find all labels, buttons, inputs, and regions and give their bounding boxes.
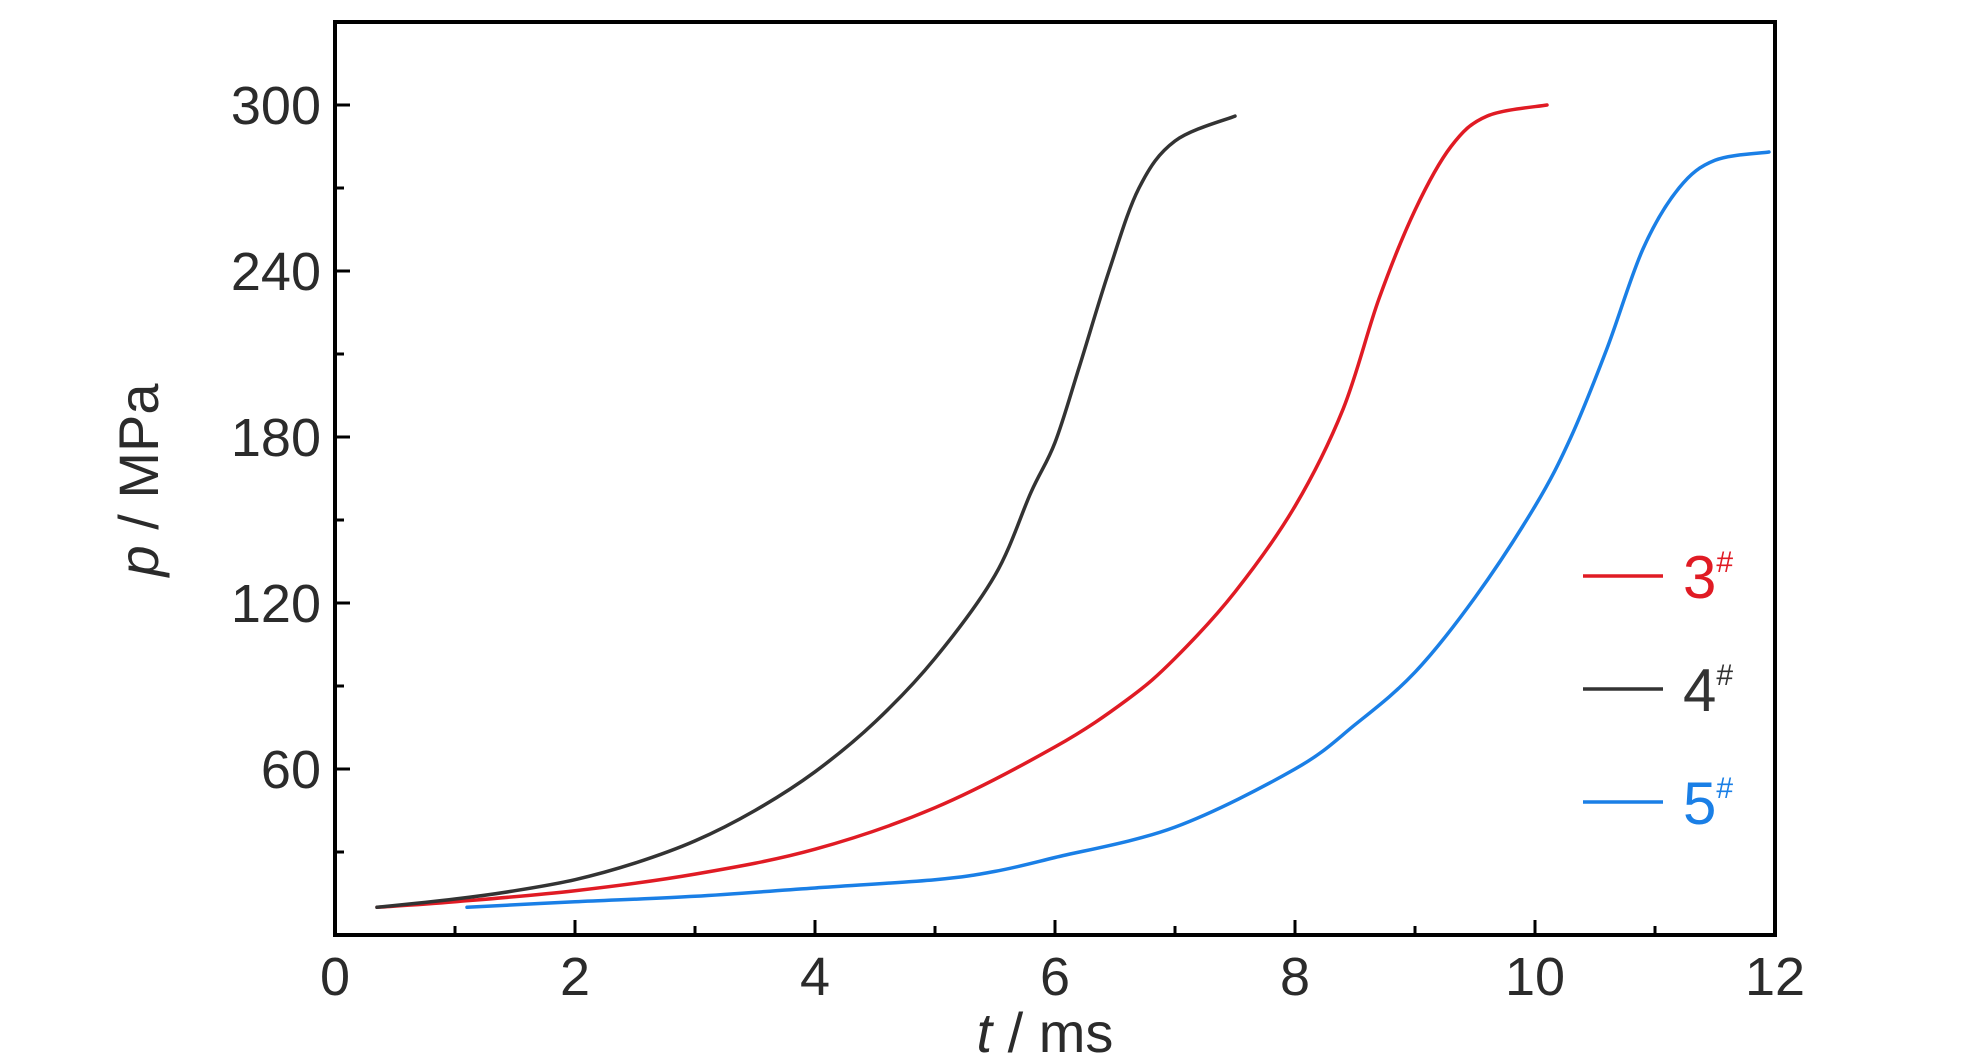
legend-label-text: 5 (1683, 770, 1716, 837)
y-tick-label: 300 (231, 76, 321, 136)
y-tick-label: 180 (231, 408, 321, 468)
legend-label-superscript: # (1716, 772, 1733, 805)
y-tick-label: 120 (231, 574, 321, 634)
x-tick-label: 10 (1505, 947, 1565, 1007)
legend-label-superscript: # (1716, 659, 1733, 692)
legend-group: 3#4#5# (1583, 544, 1733, 837)
legend-label-text: 3 (1683, 544, 1716, 611)
x-axis-var: t (977, 1001, 995, 1063)
legend-label-3: 3# (1683, 544, 1733, 611)
y-axis-var: p (107, 545, 170, 578)
y-tick-label: 240 (231, 242, 321, 302)
x-axis-title: t / ms (977, 1001, 1114, 1063)
legend-label-5: 5# (1683, 770, 1733, 837)
series-line-4 (375, 114, 1237, 910)
x-tick-label: 2 (560, 947, 590, 1007)
x-axis-unit: / ms (992, 1001, 1113, 1063)
x-tick-label: 4 (800, 947, 830, 1007)
x-tick-label: 12 (1745, 947, 1805, 1007)
legend-label-superscript: # (1716, 546, 1733, 579)
legend-label-text: 4 (1683, 657, 1716, 724)
series-group (375, 103, 1771, 910)
x-tick-label: 8 (1280, 947, 1310, 1007)
x-tick-label: 6 (1040, 947, 1070, 1007)
series-line-3 (375, 103, 1549, 910)
y-axis-unit: / MPa (107, 383, 170, 546)
x-tick-label: 0 (320, 947, 350, 1007)
y-tick-label: 60 (261, 740, 321, 800)
plot-frame (333, 20, 1777, 937)
plot-frame-group (333, 20, 1777, 937)
legend-label-4: 4# (1683, 657, 1733, 724)
series-line-5 (465, 150, 1771, 910)
y-axis-title: p / MPa (107, 383, 170, 579)
ticks-group: 0 2 4 6 8 10 12 60 120 180 240 300 (231, 76, 1805, 1007)
